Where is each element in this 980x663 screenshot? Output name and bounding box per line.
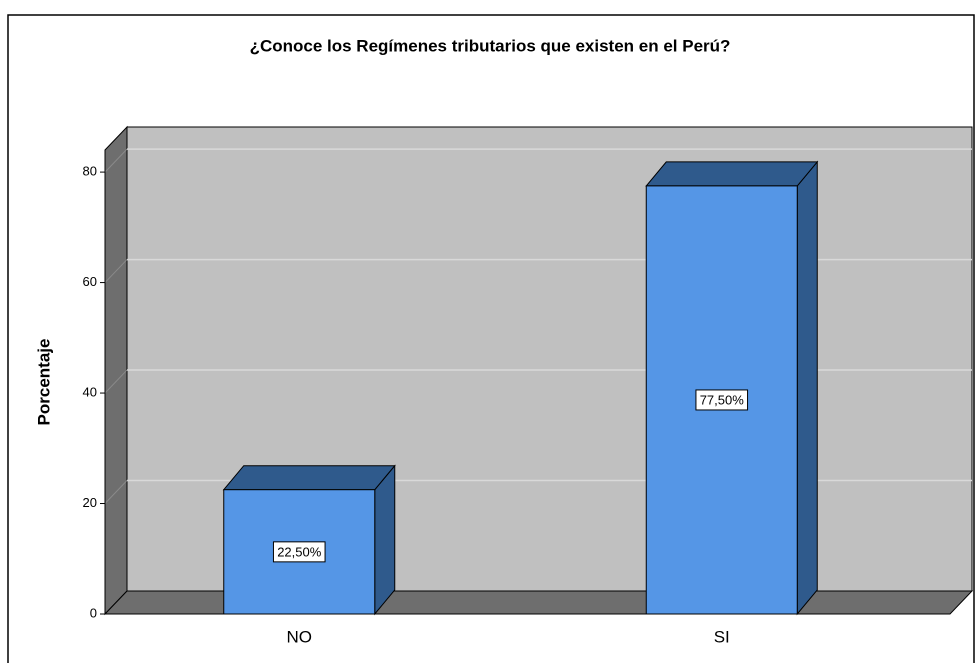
value-label-box — [695, 389, 749, 411]
bar-top — [222, 465, 396, 491]
bar-side — [796, 160, 818, 616]
y-axis-label: Porcentaje — [34, 339, 53, 426]
y-tick-label: 60 — [83, 274, 97, 289]
grid-line — [104, 480, 128, 504]
y-tick-label: 20 — [83, 495, 97, 510]
chart-title: ¿Conoce los Regímenes tributarios que ex… — [250, 36, 731, 55]
y-tick-label: 80 — [83, 164, 97, 179]
x-tick-label: SI — [714, 627, 730, 646]
y-tick-label: 40 — [83, 384, 97, 399]
grid-line — [104, 259, 128, 283]
bar-side — [374, 464, 396, 616]
grid-line — [104, 369, 128, 394]
bar-top — [645, 161, 819, 187]
y-tick-label: 0 — [90, 605, 97, 620]
left-wall — [104, 125, 128, 616]
x-tick-label: NO — [287, 627, 313, 646]
value-label: 77,50% — [700, 392, 745, 407]
grid-line — [104, 148, 128, 173]
value-label-box — [272, 541, 326, 563]
value-label: 22,50% — [277, 544, 322, 559]
